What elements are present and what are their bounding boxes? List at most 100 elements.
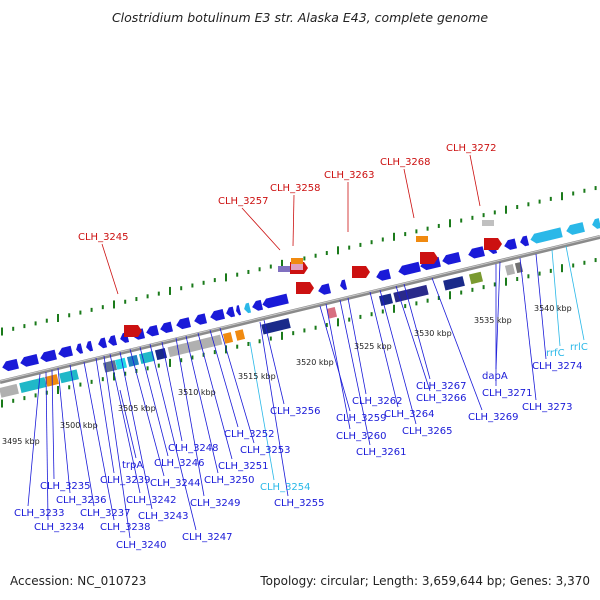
gene-label: CLH_3247: [182, 532, 233, 543]
outer-tick: [393, 232, 395, 241]
kbp-label: 3505 kbp: [118, 404, 156, 413]
gene-label: CLH_3250: [204, 475, 255, 486]
label-leader: [57, 367, 71, 494]
gene-feature: [482, 220, 494, 226]
inner-tick: [393, 304, 395, 313]
gene-feature: [86, 340, 94, 352]
outer-tick: [90, 307, 93, 312]
inner-tick: [180, 358, 183, 363]
gene-feature: [160, 321, 174, 333]
kbp-label: 3540 kbp: [534, 304, 572, 313]
label-leader: [27, 373, 41, 507]
inner-tick: [415, 301, 418, 306]
label-leader: [431, 277, 483, 411]
gene-feature: [468, 246, 485, 259]
gene-label: CLH_3236: [56, 495, 107, 506]
label-leader: [219, 327, 255, 444]
inner-tick: [404, 304, 407, 309]
gene-feature: [442, 252, 461, 265]
gene-label-highlighted: CLH_3263: [324, 170, 375, 181]
inner-tick: [90, 379, 93, 384]
outer-tick: [426, 226, 429, 231]
gene-feature: [252, 299, 264, 311]
kbp-label: 3510 kbp: [178, 388, 216, 397]
outer-tick: [225, 273, 227, 282]
label-leader: [69, 364, 95, 507]
inner-tick: [572, 263, 575, 268]
inner-tick: [68, 385, 71, 390]
gene-label: CLH_3237: [80, 508, 131, 519]
label-leader: [51, 369, 55, 480]
gene-label: CLH_3264: [384, 409, 435, 420]
outer-tick: [57, 313, 59, 322]
outer-tick: [359, 242, 362, 247]
outer-tick: [549, 196, 552, 201]
gene-feature: [222, 332, 234, 344]
label-leader: [149, 343, 197, 531]
inner-tick: [538, 271, 541, 276]
inner-tick: [258, 339, 261, 344]
kbp-label: 3500 kbp: [60, 421, 98, 430]
inner-tick: [337, 318, 339, 327]
outer-tick: [79, 310, 82, 315]
gene-label-highlighted: CLH_3245: [78, 232, 129, 243]
inner-tick: [57, 385, 59, 394]
inner-tick: [269, 336, 272, 341]
gene-label: CLH_3255: [274, 498, 325, 509]
gene-label: CLH_3246: [154, 458, 205, 469]
inner-tick: [325, 323, 328, 328]
gene-labels: CLH_3233 CLH_3234 CLH_3235 CLH_3236 CLH_3237…: [14, 143, 588, 551]
outer-tick: [404, 232, 407, 237]
inner-tick: [527, 274, 530, 279]
page-title: Clostridium botulinum E3 str. Alaska E43…: [111, 10, 489, 25]
gene-label: CLH_3244: [150, 478, 201, 489]
label-leader: [403, 283, 431, 380]
outer-tick: [415, 229, 418, 234]
outer-tick: [471, 215, 474, 220]
outer-tick: [202, 280, 205, 285]
kbp-scale: 3495 kbp 3500 kbp 3505 kbp 3510 kbp 3515 kbp…: [2, 304, 572, 446]
gene-feature: [76, 343, 84, 354]
gene-feature: [340, 279, 348, 290]
outer-tick: [247, 269, 250, 274]
outer-tick: [258, 267, 261, 272]
label-leader: [347, 297, 367, 395]
gene-feature: [520, 235, 530, 247]
label-leader: [209, 329, 239, 428]
label-leader: [197, 332, 233, 460]
accession-text: Accession: NC_010723: [10, 574, 147, 588]
gene-feature: [58, 345, 73, 358]
gene-label: CLH_3269: [468, 412, 519, 423]
outer-tick: [113, 300, 115, 309]
kbp-label: 3525 kbp: [354, 342, 392, 351]
outer-tick: [1, 327, 3, 336]
gene-label: dapA: [482, 371, 508, 382]
outer-tick: [191, 283, 194, 288]
gene-feature: [291, 264, 303, 270]
outer-tick: [34, 321, 37, 326]
outer-tick: [527, 202, 530, 207]
label-leader: [129, 348, 165, 477]
inner-tick: [426, 298, 429, 303]
gene-feature: [2, 358, 19, 372]
label-leader: [119, 389, 137, 459]
outer-tick: [594, 186, 597, 191]
gene-label-highlighted: CLH_3272: [446, 143, 497, 154]
label-leader: [185, 335, 219, 474]
kbp-label: 3535 kbp: [474, 316, 512, 325]
gene-label: CLH_3235: [40, 481, 91, 492]
outer-tick: [45, 318, 48, 323]
outer-tick: [135, 297, 138, 302]
gene-label: CLH_3267: [416, 381, 467, 392]
outer-tick: [12, 326, 15, 331]
label-leader: [535, 253, 547, 360]
gene-feature: [378, 293, 394, 306]
outer-tick: [157, 291, 160, 296]
label-leader: [339, 299, 371, 446]
outer-tick-ring: [1, 186, 597, 336]
gene-feature: [0, 383, 19, 398]
label-leader: [139, 346, 169, 457]
outer-tick: [460, 218, 463, 223]
inner-tick: [45, 390, 48, 395]
gene-feature: [114, 357, 128, 370]
